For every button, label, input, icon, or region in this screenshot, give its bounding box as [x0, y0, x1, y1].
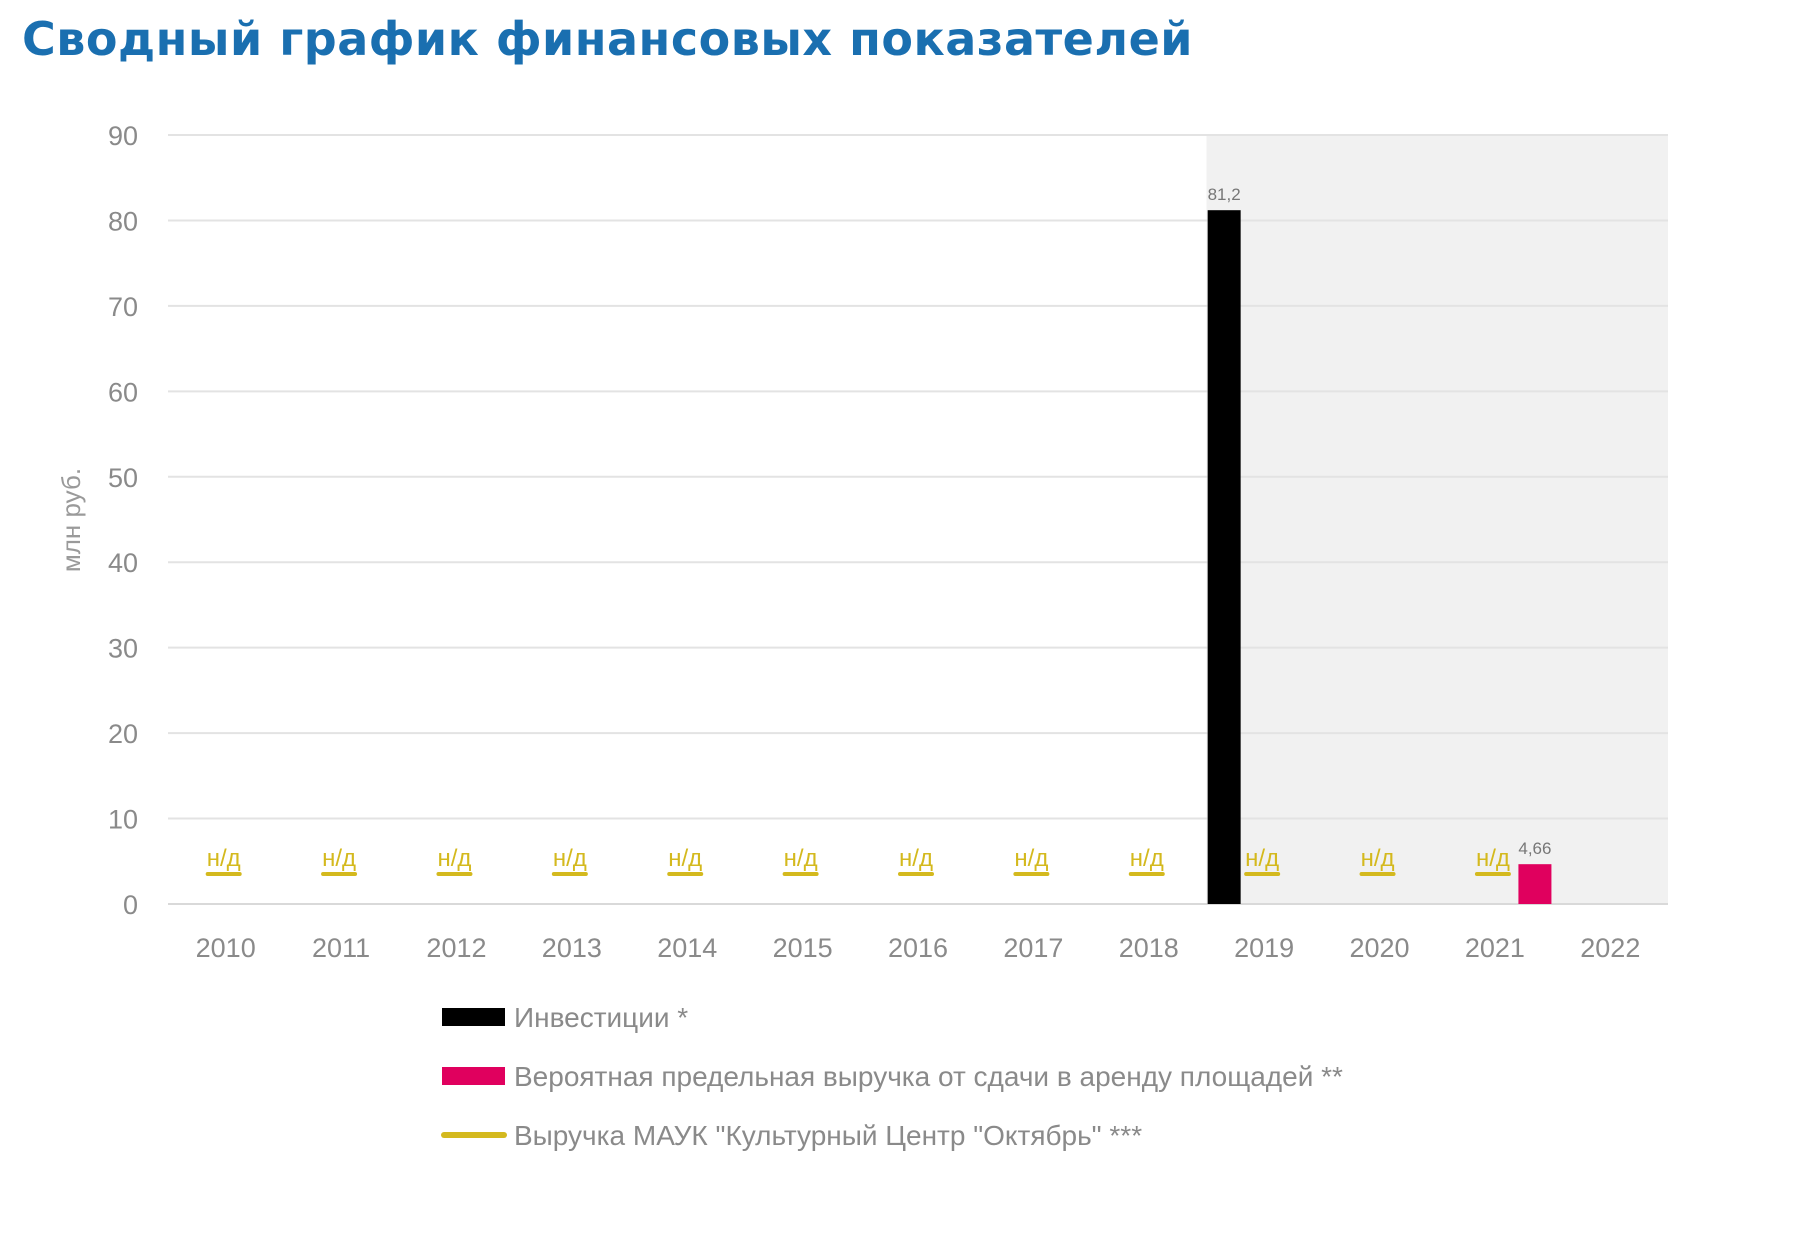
- y-tick-label: 20: [108, 719, 138, 749]
- x-tick-label: 2018: [1119, 933, 1179, 963]
- legend-swatch-rent-revenue: [442, 1067, 505, 1085]
- no-data-label: н/д: [437, 845, 471, 872]
- y-tick-label: 60: [108, 377, 138, 407]
- data-label: 4,66: [1518, 839, 1551, 858]
- grid-lines: [168, 134, 1668, 905]
- legend-label: Выручка МАУК "Культурный Центр "Октябрь"…: [514, 1120, 1142, 1151]
- y-tick-label: 80: [108, 206, 138, 236]
- x-tick-label: 2020: [1349, 933, 1409, 963]
- legend: Инвестиции * Вероятная предельная выручка…: [441, 1002, 1343, 1151]
- no-data-label: н/д: [207, 845, 241, 872]
- legend-label: Инвестиции *: [514, 1002, 688, 1033]
- x-tick-labels: 2010 2011 2012 2013 2014 2015 2016 2017 2018 2019…: [196, 933, 1641, 963]
- y-tick-label: 30: [108, 634, 138, 664]
- x-tick-label: 2017: [1003, 933, 1063, 963]
- y-tick-label: 40: [108, 548, 138, 578]
- x-tick-label: 2015: [773, 933, 833, 963]
- y-tick-label: 70: [108, 292, 138, 322]
- no-data-label: н/д: [1014, 845, 1048, 872]
- x-tick-label: 2019: [1234, 933, 1294, 963]
- legend-swatch-investments: [442, 1008, 505, 1026]
- legend-label: Вероятная предельная выручка от сдачи в …: [514, 1061, 1343, 1092]
- no-data-label: н/д: [1130, 845, 1164, 872]
- data-labels: 81,2 4,66: [1208, 185, 1552, 858]
- no-data-label: н/д: [668, 845, 702, 872]
- x-tick-label: 2016: [888, 933, 948, 963]
- rent-revenue-bar: [1518, 864, 1552, 904]
- x-tick-label: 2013: [542, 933, 602, 963]
- y-tick-label: 10: [108, 805, 138, 835]
- no-data-label: н/д: [322, 845, 356, 872]
- data-label: 81,2: [1208, 185, 1241, 204]
- no-data-label: н/д: [899, 845, 933, 872]
- no-data-label: н/д: [553, 845, 587, 872]
- investment-bar: [1207, 210, 1241, 905]
- no-data-label: н/д: [1245, 845, 1279, 872]
- y-tick-label: 50: [108, 463, 138, 493]
- y-tick-labels: 0 10 20 30 40 50 60 70 80 90: [108, 121, 138, 920]
- bars: [1207, 210, 1552, 905]
- x-tick-label: 2010: [196, 933, 256, 963]
- y-axis-label: млн руб.: [56, 468, 86, 572]
- x-tick-label: 2022: [1580, 933, 1640, 963]
- no-data-label: н/д: [1361, 845, 1395, 872]
- page-title: Сводный график финансовых показателей: [22, 12, 1193, 66]
- x-tick-label: 2021: [1465, 933, 1525, 963]
- y-tick-label: 0: [123, 890, 138, 920]
- x-tick-label: 2012: [426, 933, 486, 963]
- no-data-markers: н/д н/д н/д н/д н/д н/д н/д н/д н/д н/д н/д н/д: [205, 845, 1511, 876]
- y-tick-label: 90: [108, 121, 138, 151]
- forecast-shaded-region: [1206, 135, 1668, 904]
- x-tick-label: 2011: [312, 933, 370, 963]
- x-tick-label: 2014: [657, 933, 717, 963]
- no-data-label: н/д: [784, 845, 818, 872]
- no-data-label: н/д: [1476, 845, 1510, 872]
